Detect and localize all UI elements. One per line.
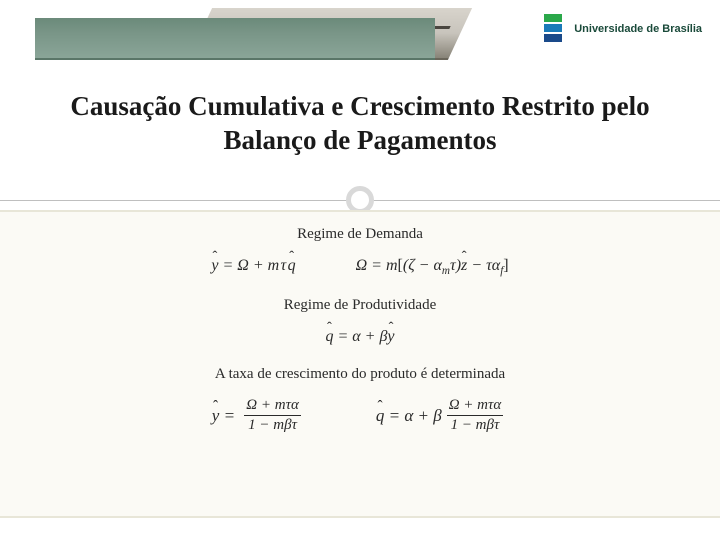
demand-equations-row: y = Ω + m τ q Ω = m[(ζ − αmτ)z − ταf] bbox=[60, 257, 660, 277]
growth-y-denominator: 1 − mβτ bbox=[244, 415, 301, 434]
unb-logo-icon bbox=[540, 12, 566, 46]
slide-content: Regime de Demanda y = Ω + m τ q Ω = m[(ζ… bbox=[0, 222, 720, 435]
growth-y-numerator: Ω + mτα bbox=[242, 397, 303, 415]
slide-title: Causação Cumulativa e Crescimento Restri… bbox=[60, 90, 660, 158]
equation-growth-y: y = Ω + mτα 1 − mβτ bbox=[212, 397, 306, 435]
banner-green-strip bbox=[35, 18, 435, 60]
equation-productivity-q: q = α + βy bbox=[60, 328, 660, 346]
growth-q-denominator: 1 − mβτ bbox=[447, 415, 504, 434]
slide-title-block: Causação Cumulativa e Crescimento Restri… bbox=[0, 65, 720, 176]
growth-q-numerator: Ω + mτα bbox=[445, 397, 506, 415]
equation-demand-omega: Ω = m[(ζ − αmτ)z − ταf] bbox=[356, 257, 509, 277]
institution-name: Universidade de Brasília bbox=[574, 23, 702, 35]
productivity-regime-label: Regime de Produtividade bbox=[60, 297, 660, 314]
institution-logo-area: Universidade de Brasília bbox=[540, 12, 702, 46]
demand-regime-label: Regime de Demanda bbox=[60, 226, 660, 243]
growth-rate-label: A taxa de crescimento do produto é deter… bbox=[60, 366, 660, 383]
growth-equations-row: y = Ω + mτα 1 − mβτ q = α + β Ω + mτα 1 … bbox=[60, 397, 660, 435]
header-banner: Universidade de Brasília bbox=[0, 0, 720, 65]
equation-growth-q: q = α + β Ω + mτα 1 − mβτ bbox=[376, 397, 508, 435]
equation-demand-y: y = Ω + m τ q bbox=[211, 257, 295, 277]
